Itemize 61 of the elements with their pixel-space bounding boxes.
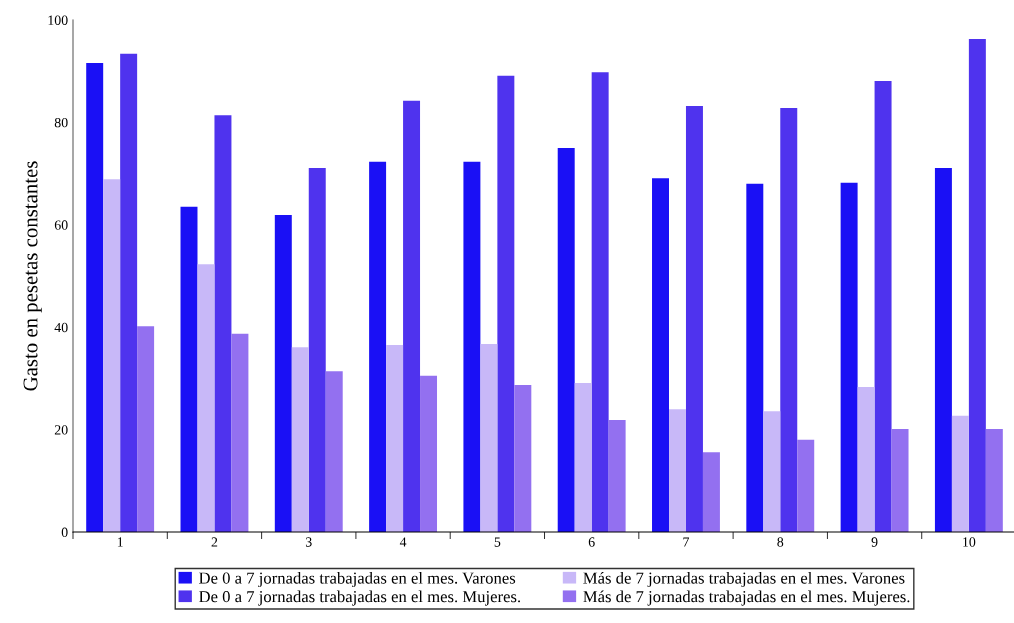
y-tick-label: 100	[48, 15, 68, 25]
x-tick-label: 3	[305, 537, 312, 547]
bar	[891, 429, 909, 533]
bar	[951, 415, 969, 533]
x-tick-label: 10	[963, 537, 976, 547]
bar	[857, 387, 875, 533]
bar	[840, 182, 858, 533]
bar	[985, 429, 1003, 533]
bar	[574, 383, 592, 533]
bar	[103, 179, 121, 533]
bar	[420, 375, 438, 533]
y-tick-label: 60	[54, 220, 68, 230]
y-tick-label: 80	[54, 117, 68, 128]
x-tick-label: 5	[494, 537, 501, 547]
bar	[557, 147, 575, 533]
bar	[274, 215, 292, 533]
bar	[197, 264, 215, 533]
bar	[591, 72, 609, 533]
bar	[463, 161, 481, 533]
bar	[480, 344, 498, 533]
bar	[669, 409, 686, 533]
bar	[685, 105, 703, 533]
x-tick-label: 4	[399, 537, 407, 547]
legend-label: De 0 a 7 jornadas trabajadas en el mes. Mujeres.	[199, 590, 521, 606]
y-tick-label: 20	[54, 425, 68, 435]
bar	[780, 108, 798, 533]
bar	[231, 333, 249, 533]
x-tick-label: 8	[777, 537, 784, 547]
bar	[180, 206, 198, 533]
legend-label: Más de 7 jornadas trabajadas en el mes. Mujeres.	[583, 590, 910, 606]
bar	[608, 419, 626, 533]
bar	[763, 411, 781, 533]
bar	[746, 183, 764, 533]
x-tick-label: 1	[117, 537, 123, 547]
bar	[497, 75, 515, 533]
bar	[652, 178, 669, 533]
bar	[968, 38, 986, 533]
x-tick-label: 9	[871, 537, 878, 547]
bar	[403, 100, 421, 533]
y-axis-title: Gasto en pesetas constantes	[23, 161, 42, 391]
x-tick-label: 2	[211, 537, 218, 547]
bar	[137, 326, 155, 533]
bar	[702, 452, 720, 533]
legend-label: Más de 7 jornadas trabajadas en el mes. Varones	[583, 571, 905, 588]
x-tick-label: 7	[683, 537, 690, 547]
y-tick-label: 0	[61, 527, 68, 537]
bar	[934, 167, 952, 533]
x-tick-label: 6	[588, 537, 595, 547]
bar	[386, 345, 404, 533]
bar	[308, 167, 326, 533]
y-tick-label: 40	[54, 322, 68, 333]
bar	[325, 371, 343, 533]
bar	[86, 62, 104, 533]
bar	[797, 439, 815, 533]
bar	[369, 161, 387, 533]
bar	[874, 80, 892, 533]
bar	[214, 115, 232, 533]
bar	[120, 53, 138, 533]
bar	[514, 385, 532, 533]
bar	[291, 347, 309, 533]
legend-label: De 0 a 7 jornadas trabajadas en el mes. Varones	[199, 571, 516, 588]
